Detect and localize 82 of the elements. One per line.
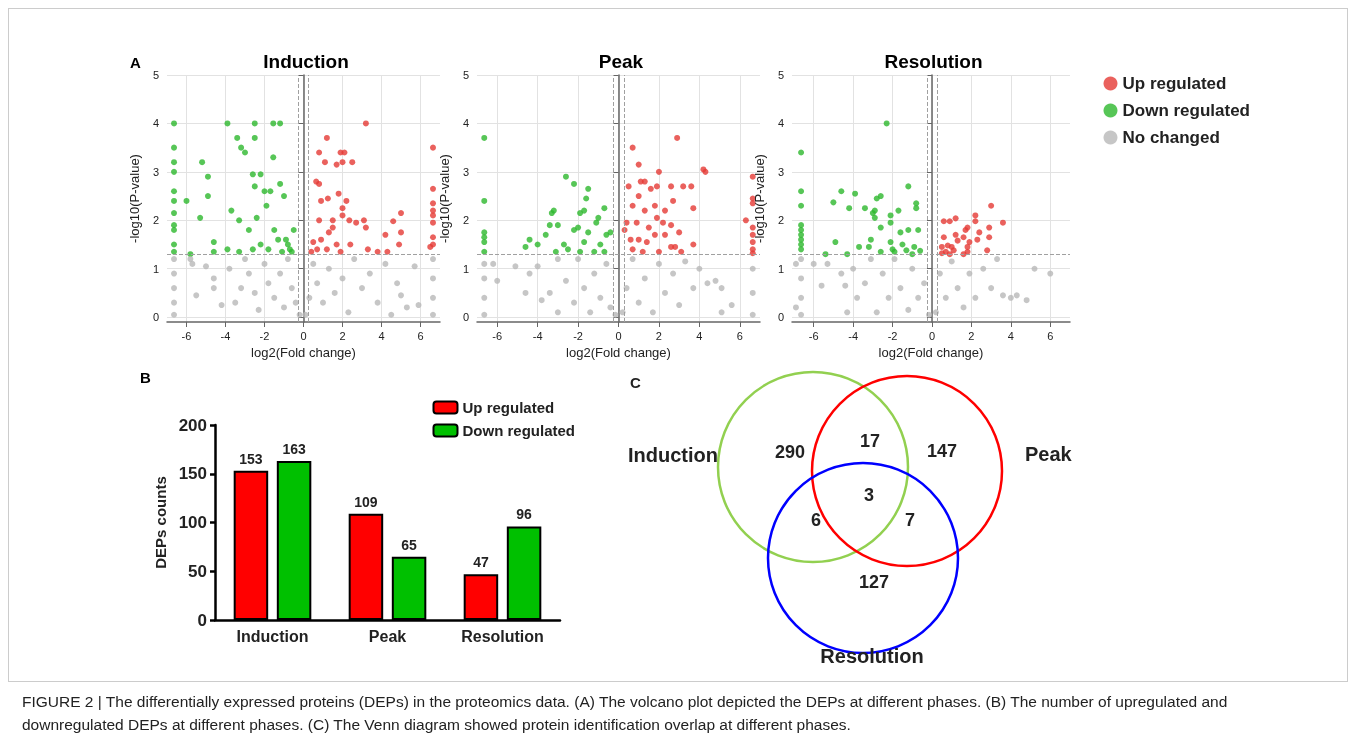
x-tick-label: -2 bbox=[573, 329, 583, 342]
x-tick-label: Induction bbox=[236, 627, 309, 645]
y-tick-label: 0 bbox=[152, 311, 159, 324]
y-tick-label: 5 bbox=[462, 69, 469, 81]
chart-title: Resolution bbox=[884, 51, 983, 72]
y-tick-label: 0 bbox=[462, 311, 469, 324]
legend-label: No changed bbox=[1122, 128, 1220, 147]
text: B bbox=[140, 369, 151, 386]
y-tick-label: 1 bbox=[462, 262, 469, 275]
x-tick-label: -4 bbox=[220, 329, 231, 342]
text: C bbox=[630, 373, 641, 391]
y-tick-label: 2 bbox=[462, 214, 469, 227]
y-tick-label: 3 bbox=[462, 165, 469, 178]
chart-title: Peak bbox=[598, 51, 644, 72]
y-tick-label: 3 bbox=[777, 165, 784, 178]
y-axis-title: -log10(P-value) bbox=[437, 154, 452, 243]
text: 3 bbox=[863, 485, 875, 505]
text: Induction bbox=[628, 444, 718, 466]
y-tick-label: 1 bbox=[152, 262, 159, 275]
x-tick-label: 2 bbox=[339, 329, 346, 342]
x-tick-label: 2 bbox=[655, 329, 662, 342]
y-tick-label: 3 bbox=[152, 165, 159, 178]
y-tick-label: 1 bbox=[777, 262, 784, 275]
y-tick-label: 4 bbox=[462, 117, 469, 130]
y-tick-label: 2 bbox=[777, 214, 784, 227]
x-tick-label: -6 bbox=[181, 329, 192, 342]
x-tick-label: 0 bbox=[300, 329, 307, 342]
x-tick-label: 4 bbox=[1007, 329, 1014, 342]
x-tick-label: Resolution bbox=[461, 627, 544, 645]
text: 147 bbox=[926, 441, 958, 461]
y-axis-title: DEPs counts bbox=[151, 476, 169, 569]
text: 7 bbox=[904, 510, 916, 530]
legend-label: Up regulated bbox=[1122, 74, 1227, 93]
y-tick-label: 2 bbox=[152, 214, 159, 227]
y-axis-title: -log10(P-value) bbox=[752, 154, 767, 243]
data-label: 109 bbox=[354, 493, 378, 510]
x-tick-label: -4 bbox=[848, 329, 859, 342]
data-label: 153 bbox=[239, 450, 263, 467]
chart-title: Induction bbox=[263, 51, 349, 72]
x-tick-label: -2 bbox=[259, 329, 270, 342]
legend-label: Up regulated bbox=[462, 399, 555, 416]
text: 127 bbox=[858, 572, 890, 592]
x-tick-label: 4 bbox=[696, 329, 703, 342]
y-tick-label: 200 bbox=[178, 415, 207, 435]
y-tick-label: 5 bbox=[777, 69, 784, 81]
data-label: 96 bbox=[516, 506, 533, 523]
x-axis-title: log2(Fold change) bbox=[878, 344, 984, 360]
x-tick-label: 6 bbox=[1047, 329, 1054, 342]
y-tick-label: 100 bbox=[178, 513, 207, 532]
x-tick-label: 6 bbox=[417, 329, 424, 342]
x-tick-label: 0 bbox=[928, 329, 936, 342]
y-tick-label: 0 bbox=[197, 610, 207, 630]
x-axis-title: log2(Fold change) bbox=[251, 344, 356, 360]
text: A bbox=[130, 54, 141, 71]
x-tick-label: -4 bbox=[532, 329, 543, 342]
legend-label: Down regulated bbox=[1122, 101, 1251, 120]
legend-label: Down regulated bbox=[462, 422, 576, 439]
x-tick-label: 2 bbox=[968, 329, 975, 342]
x-tick-label: 0 bbox=[615, 329, 622, 342]
x-axis-title: log2(Fold change) bbox=[566, 344, 671, 360]
data-label: 47 bbox=[473, 554, 489, 571]
y-tick-label: 50 bbox=[188, 561, 207, 581]
text: 6 bbox=[810, 510, 822, 530]
y-tick-label: 150 bbox=[178, 464, 207, 484]
text: Peak bbox=[1025, 443, 1073, 465]
x-tick-label: -6 bbox=[492, 329, 503, 342]
text: 17 bbox=[859, 431, 881, 451]
y-axis-title: -log10(P-value) bbox=[127, 154, 142, 243]
data-label: 163 bbox=[282, 441, 306, 458]
text: 290 bbox=[774, 442, 806, 462]
x-tick-label: Peak bbox=[368, 627, 407, 645]
y-tick-label: 4 bbox=[777, 117, 784, 130]
x-tick-label: -6 bbox=[808, 329, 819, 342]
caption: FIGURE 2 | The differentially expressed proteins (DEPs) in the proteomics data. (A) The volcano plot depicted the DEPs at different phases. (B) The number of upregulated and downregulated DEPs at different phases. (C) The Venn diagram showed protein identification overlap at different phases. bbox=[22, 692, 1229, 735]
x-tick-label: -2 bbox=[887, 329, 898, 342]
y-tick-label: 4 bbox=[152, 117, 159, 130]
text: Resolution bbox=[820, 645, 924, 667]
y-tick-label: 0 bbox=[777, 311, 784, 324]
y-tick-label: 5 bbox=[152, 69, 159, 81]
x-tick-label: 6 bbox=[736, 329, 743, 342]
data-label: 65 bbox=[401, 536, 418, 553]
x-tick-label: 4 bbox=[378, 329, 385, 342]
